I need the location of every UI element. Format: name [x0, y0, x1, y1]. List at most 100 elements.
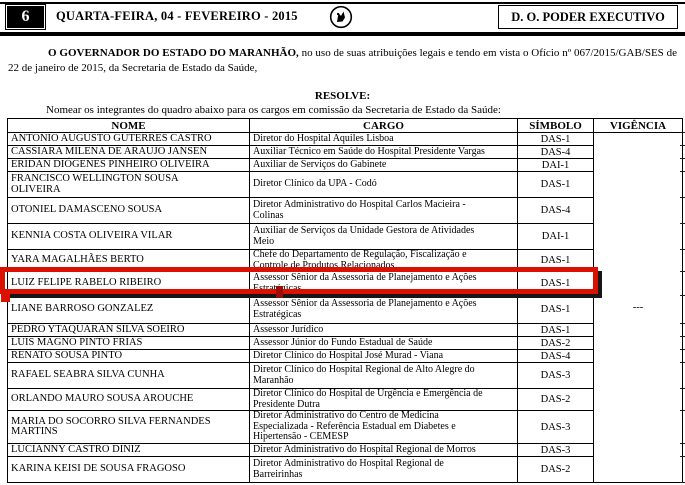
name-cell: PEDRO YTAQUARAN SILVA SOEIRO [7, 323, 250, 337]
name-cell: ANTONIO AUGUSTO GUTERRES CASTRO [7, 132, 250, 146]
table-intro: Nomear os integrantes do quadro abaixo p… [46, 104, 501, 116]
table-row: LUCIANNY CASTRO DINIZ Diretor Administrat… [7, 443, 683, 457]
simbolo-cell: DAS-1 [517, 132, 594, 146]
edge-tick [680, 197, 685, 198]
table-row: KENNIA COSTA OLIVEIRA VILAR Auxiliar de S… [7, 223, 683, 250]
simbolo-cell: DAS-2 [517, 456, 594, 483]
name-cell: LUIS MAGNO PINTO FRIAS [7, 336, 250, 350]
name-cell: RAFAEL SEABRA SILVA CUNHA [7, 362, 250, 389]
table-row: FRANCISCO WELLINGTON SOUSA OLIVEIRA Diret… [7, 171, 683, 198]
name-cell: LUCIANNY CASTRO DINIZ [7, 443, 250, 457]
simbolo-cell: DAS-3 [517, 443, 594, 457]
cargo-cell: Diretor Clínico do Hospital de Urgência … [249, 388, 518, 411]
table-row: PEDRO YTAQUARAN SILVA SOEIRO Assessor Jur… [7, 323, 683, 337]
cargo-cell: Diretor Administrativo do Hospital Carlo… [249, 197, 518, 224]
edge-tick [680, 336, 685, 337]
edge-tick [680, 171, 685, 172]
date-line: QUARTA-FEIRA, 04 - FEVEREIRO - 2015 [56, 9, 298, 23]
edge-tick [680, 323, 685, 324]
table-row: ANTONIO AUGUSTO GUTERRES CASTRO Diretor d… [7, 132, 683, 483]
edge-tick [680, 456, 685, 457]
governor-paragraph: O GOVERNADOR DO ESTADO DO MARANHÃO, no u… [8, 46, 677, 76]
name-cell: MARIA DO SOCORRO SILVA FERNANDES MARTINS [7, 410, 250, 444]
simbolo-cell: DAS-3 [517, 410, 594, 444]
annotation-handle-mid [276, 286, 283, 298]
table-row: LUIS MAGNO PINTO FRIAS Assessor Júnior do… [7, 336, 683, 350]
cargo-cell: Diretor Administrativo do Hospital Regio… [249, 443, 518, 457]
table-row: RENATO SOUSA PINTO Diretor Clínico do Hos… [7, 349, 683, 363]
edge-tick [680, 388, 685, 389]
simbolo-cell: DAI-1 [517, 223, 594, 250]
edge-tick [680, 295, 685, 296]
simbolo-cell: DAS-2 [517, 336, 594, 350]
cargo-cell: Auxiliar de Serviços da Unidade Gestora … [249, 223, 518, 250]
table-row: OTONIEL DAMASCENO SOUSA Diretor Administr… [7, 197, 683, 224]
cargo-cell: Diretor Clínico do Hospital José Murad -… [249, 349, 518, 363]
state-coat-of-arms-icon [329, 5, 353, 29]
name-cell: ERIDAN DIÓGENES PINHEIRO OLIVEIRA [7, 158, 250, 172]
name-cell: KENNIA COSTA OLIVEIRA VILAR [7, 223, 250, 250]
table-row: YARA MAGALHÃES BERTO Chefe do Departament… [7, 249, 683, 272]
name-cell: CASSIARA MILENA DE ARAUJO JANSEN [7, 145, 250, 159]
edge-tick [680, 249, 685, 250]
name-cell: ORLANDO MAURO SOUSA AROUCHE [7, 388, 250, 411]
column-header-vigencia: VIGÊNCIA [593, 118, 683, 133]
table-header-row: NOME CARGO SÍMBOLO VIGÊNCIA [7, 118, 683, 133]
cargo-cell: Assessor Jurídico [249, 323, 518, 337]
appointments-table-body: ANTONIO AUGUSTO GUTERRES CASTRO Diretor d… [7, 132, 683, 483]
edition-label: D. O. PODER EXECUTIVO [498, 5, 678, 29]
annotation-handle-left [1, 293, 10, 302]
page-number: 6 [21, 8, 30, 25]
edge-tick [680, 145, 685, 146]
table-row: ORLANDO MAURO SOUSA AROUCHE Diretor Clíni… [7, 388, 683, 411]
table-row: RAFAEL SEABRA SILVA CUNHA Diretor Clínico… [7, 362, 683, 389]
column-header-nome: NOME [7, 118, 250, 133]
simbolo-cell: DAS-4 [517, 145, 594, 159]
edge-tick [680, 158, 685, 159]
name-cell: KARINA KEISI DE SOUSA FRAGOSO [7, 456, 250, 483]
column-header-simbolo: SÍMBOLO [517, 118, 594, 133]
name-cell: RENATO SOUSA PINTO [7, 349, 250, 363]
edge-tick [680, 349, 685, 350]
cargo-cell: Auxiliar de Serviços do Gabinete [249, 158, 518, 172]
edge-tick [680, 223, 685, 224]
table-row: CASSIARA MILENA DE ARAUJO JANSEN Auxiliar… [7, 145, 683, 159]
simbolo-cell: DAS-1 [517, 323, 594, 337]
edge-tick [680, 410, 685, 411]
name-cell: OTONIEL DAMASCENO SOUSA [7, 197, 250, 224]
name-cell: FRANCISCO WELLINGTON SOUSA OLIVEIRA [7, 171, 250, 198]
table-row: ERIDAN DIÓGENES PINHEIRO OLIVEIRA Auxilia… [7, 158, 683, 172]
appointments-table: NOME CARGO SÍMBOLO VIGÊNCIA ANTONIO AUGU… [7, 118, 683, 483]
simbolo-cell: DAS-2 [517, 388, 594, 411]
resolve-heading: RESOLVE: [314, 90, 371, 102]
cargo-cell: Diretor Administrativo do Hospital Regio… [249, 456, 518, 483]
header-bottom-rule [0, 32, 685, 36]
edge-tick [680, 132, 685, 133]
cargo-cell: Auxiliar Técnico em Saúde do Hospital Pr… [249, 145, 518, 159]
simbolo-cell: DAS-3 [517, 362, 594, 389]
cargo-cell: Assessor Júnior do Fundo Estadual de Saú… [249, 336, 518, 350]
simbolo-cell: DAS-1 [517, 295, 594, 324]
table-row: KARINA KEISI DE SOUSA FRAGOSO Diretor Adm… [7, 456, 683, 483]
cargo-cell: Diretor Clínico da UPA - Codó [249, 171, 518, 198]
governor-paragraph-bold: O GOVERNADOR DO ESTADO DO MARANHÃO, [48, 47, 299, 59]
edge-tick [680, 482, 685, 483]
simbolo-cell: DAI-1 [517, 158, 594, 172]
cargo-cell: Diretor Administrativo do Centro de Medi… [249, 410, 518, 444]
name-cell: LIANE BARROSO GONZALEZ [7, 295, 250, 324]
vigencia-cell: --- [593, 132, 683, 483]
governor-paragraph-rest: no uso de suas atribuições legais e tend… [8, 47, 677, 74]
table-row: LIANE BARROSO GONZALEZ Assessor Sênior da… [7, 295, 683, 324]
simbolo-cell: DAS-1 [517, 171, 594, 198]
cargo-cell: Assessor Sênior da Assessoria de Planeja… [249, 295, 518, 324]
simbolo-cell: DAS-4 [517, 349, 594, 363]
header-top-rule [0, 2, 685, 4]
table-row: MARIA DO SOCORRO SILVA FERNANDES MARTINS… [7, 410, 683, 444]
edge-tick [680, 443, 685, 444]
simbolo-cell: DAS-4 [517, 197, 594, 224]
cargo-cell: Diretor do Hospital Aquiles Lisboa [249, 132, 518, 146]
cargo-cell: Chefe do Departamento de Regulação, Fisc… [249, 249, 518, 272]
highlight-box-annotation [0, 267, 598, 294]
edge-tick [680, 271, 685, 272]
